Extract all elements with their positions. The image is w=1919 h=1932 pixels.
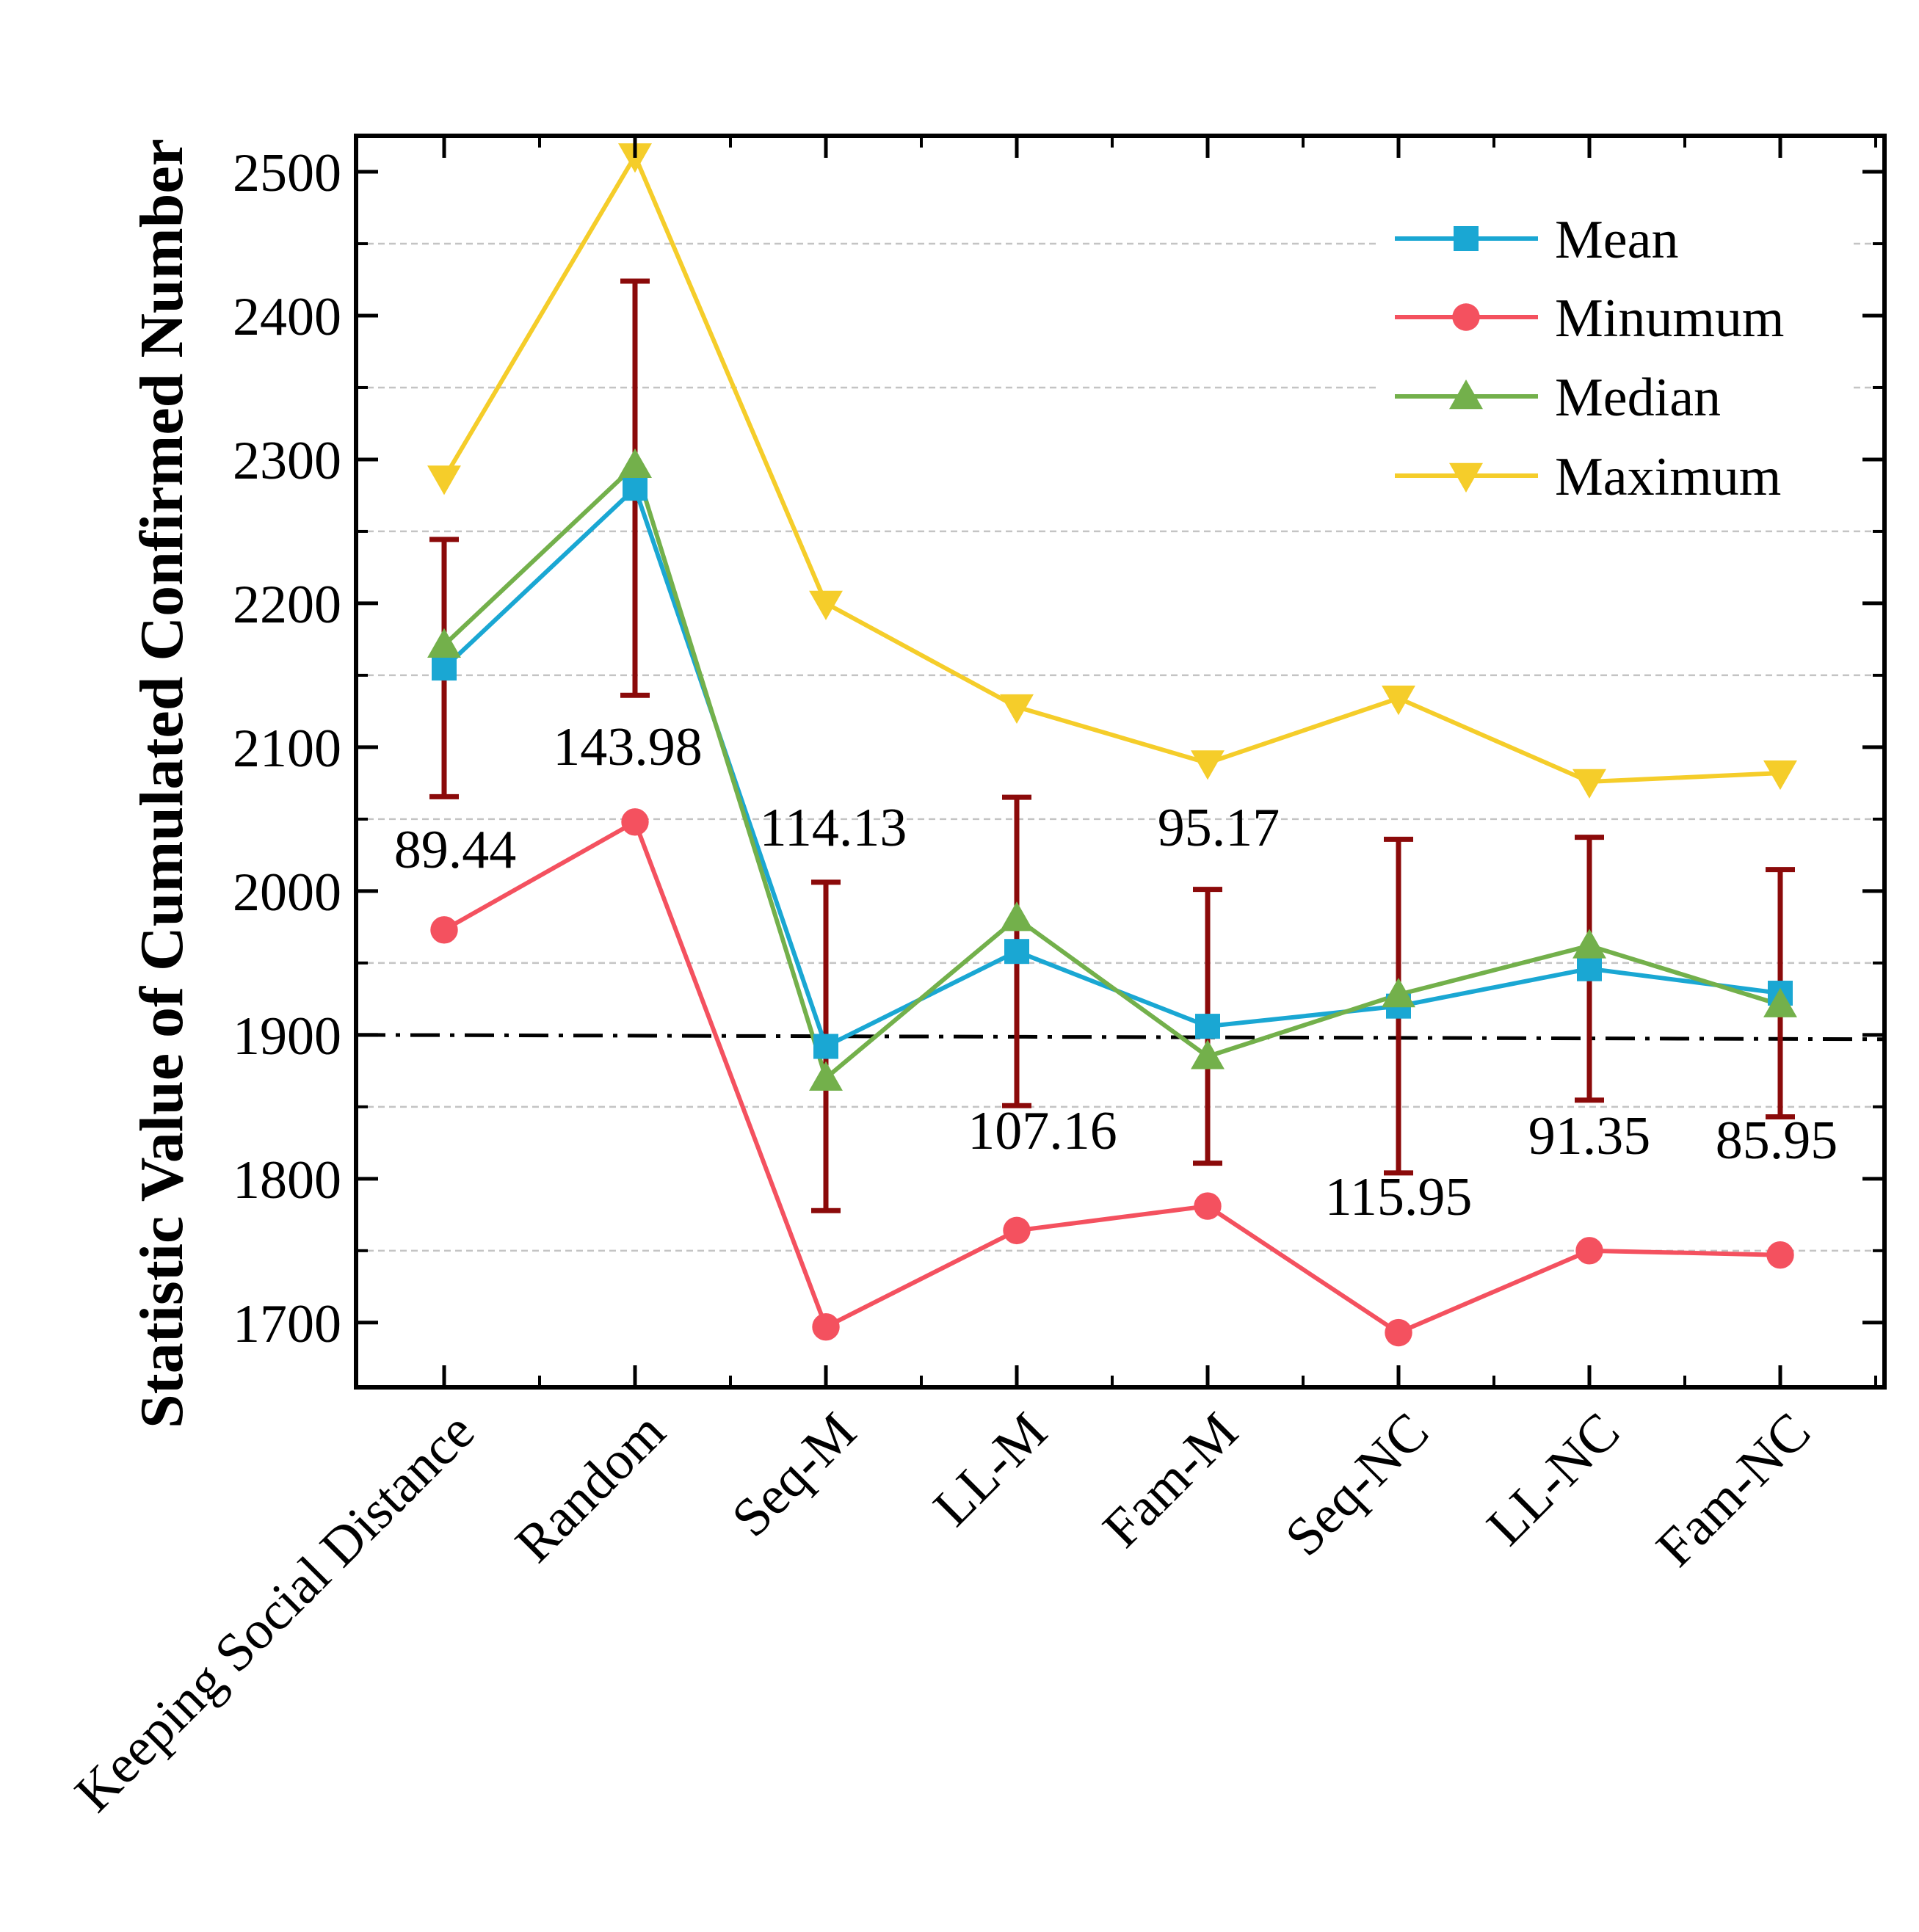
marker-maximum [1191, 750, 1225, 780]
marker-minumum [430, 916, 458, 944]
std-annotations: 89.44 143.98 114.13 107.16 95.17 115.95 91.35 8… [394, 717, 1838, 1227]
marker-maximum [618, 143, 652, 173]
std-label: 115.95 [1325, 1167, 1473, 1227]
marker-median [809, 1061, 843, 1091]
y-tick-label: 1900 [233, 1006, 341, 1067]
series-line-median [442, 462, 1781, 1081]
marker-minumum [1194, 1192, 1222, 1220]
y-tick-label: 1800 [233, 1150, 341, 1210]
marker-mean [432, 656, 457, 681]
marker-minumum [1766, 1241, 1794, 1269]
marker-mean [1577, 956, 1602, 981]
legend-marker-mean [1454, 226, 1479, 251]
y-tick-label: 2500 [233, 143, 341, 203]
marker-maximum [427, 465, 461, 495]
y-tick-label: 2200 [233, 575, 341, 635]
marker-mean [813, 1034, 838, 1059]
marker-minumum [1003, 1216, 1031, 1245]
std-label: 85.95 [1716, 1111, 1838, 1171]
legend-marker-maximum [1449, 462, 1483, 493]
marker-median [1191, 1039, 1225, 1070]
marker-median [1382, 978, 1415, 1008]
marker-median [1000, 901, 1034, 932]
std-label: 143.98 [553, 717, 703, 777]
series-lines [442, 153, 1781, 1335]
x-category-label: Seq-NC [1274, 1401, 1440, 1568]
marker-maximum [809, 590, 843, 620]
x-category-label: Keeping Social Distance [64, 1401, 486, 1823]
std-label: 91.35 [1528, 1106, 1651, 1166]
marker-median [427, 628, 461, 658]
series-markers [427, 143, 1797, 1347]
legend-marker-minumum [1452, 303, 1480, 331]
legend-label: Mean [1555, 210, 1679, 270]
x-category-label: Fam-M [1092, 1401, 1249, 1559]
marker-maximum [1572, 769, 1606, 799]
series-line-maximum [442, 153, 1781, 784]
x-category-label: Random [504, 1401, 677, 1574]
series-line-minumum [443, 819, 1781, 1335]
x-category-label: LL-M [922, 1401, 1059, 1538]
std-label: 95.17 [1158, 798, 1280, 858]
legend: Mean Minumum Median Maximum [1380, 192, 1850, 530]
marker-mean [1195, 1014, 1220, 1039]
marker-mean [1004, 939, 1029, 965]
marker-mean [623, 476, 647, 501]
std-label: 89.44 [394, 820, 517, 880]
y-tick-label: 2300 [233, 431, 341, 491]
marker-minumum [812, 1312, 840, 1341]
std-label: 114.13 [760, 798, 907, 858]
x-category-label: Fam-NC [1645, 1401, 1822, 1578]
plot-frame [354, 134, 1887, 1390]
marker-median [1572, 929, 1606, 959]
legend-label: Maximum [1555, 447, 1781, 507]
y-tick-label: 2400 [233, 287, 341, 347]
marker-maximum [1382, 686, 1415, 716]
y-tick-label: 1700 [233, 1294, 341, 1354]
y-tick-label: 2000 [233, 862, 341, 923]
legend-label: Minumum [1555, 288, 1784, 349]
minor-gridlines [356, 242, 1884, 1252]
legend-label: Median [1555, 368, 1721, 428]
error-bars [429, 278, 1795, 1213]
x-category-label: Seq-M [721, 1401, 868, 1548]
marker-minumum [621, 808, 649, 836]
reference-line-1900 [355, 1033, 1885, 1042]
x-category-label: LL-NC [1476, 1401, 1631, 1557]
marker-minumum [1385, 1318, 1412, 1347]
marker-maximum [1763, 760, 1797, 791]
std-label: 107.16 [968, 1101, 1117, 1161]
marker-median [618, 448, 652, 478]
y-tick-label: 2100 [233, 719, 341, 779]
y-axis-title: Statistic Value of Cumulated Confirmed N… [128, 139, 196, 1428]
marker-maximum [1000, 694, 1034, 724]
legend-marker-median [1449, 380, 1483, 410]
marker-median [1763, 987, 1797, 1017]
marker-minumum [1575, 1237, 1603, 1265]
